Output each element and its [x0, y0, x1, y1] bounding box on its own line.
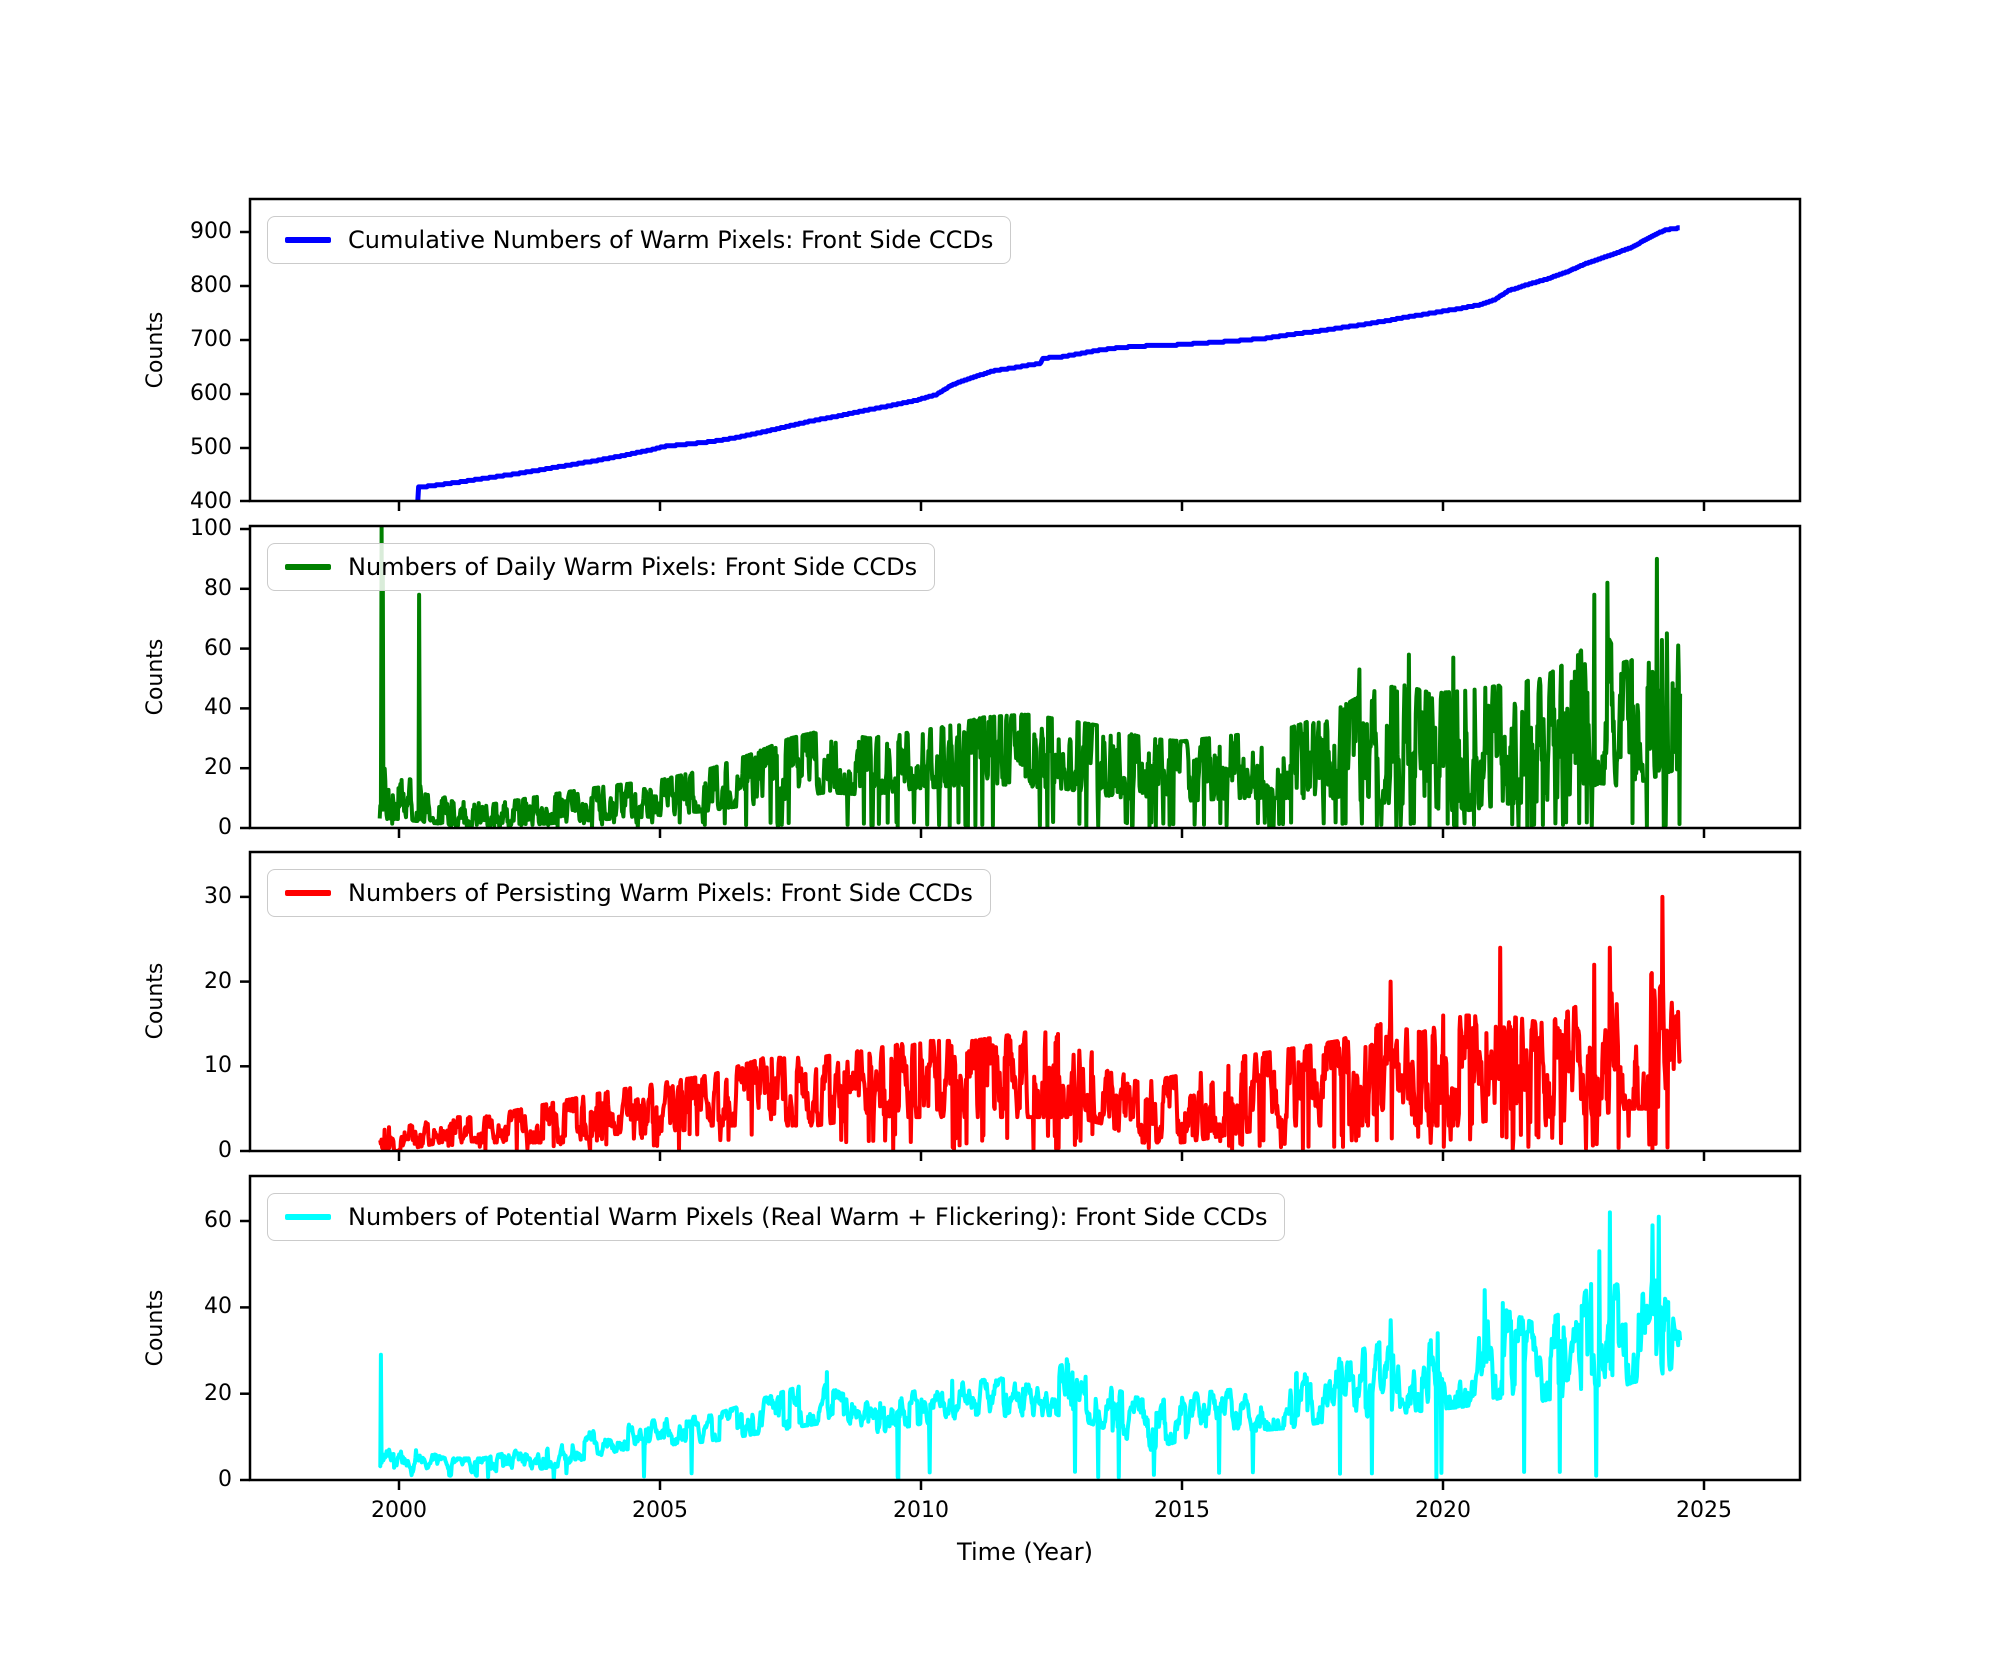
legend-line-blue	[285, 237, 331, 243]
y-tick-label: 400	[190, 489, 232, 514]
legend-line-green	[285, 564, 331, 570]
y-tick-label: 0	[218, 1467, 232, 1492]
ylabel-panel1: Counts	[143, 311, 168, 389]
y-tick-label: 20	[204, 755, 232, 781]
series-line-panel3	[378, 894, 1682, 1151]
y-tick-label: 800	[190, 273, 232, 298]
series-line-panel4	[378, 1210, 1683, 1480]
series-line-panel2	[377, 526, 1683, 828]
ylabel-panel3: Counts	[143, 962, 168, 1040]
legend-label: Numbers of Persisting Warm Pixels: Front…	[348, 879, 973, 907]
x-tick-label: 2005	[632, 1498, 688, 1523]
y-tick-label: 100	[190, 516, 232, 541]
y-tick-label: 30	[204, 883, 232, 909]
legend-label: Cumulative Numbers of Warm Pixels: Front…	[348, 226, 994, 254]
legend-potential-warm-pixels: Numbers of Potential Warm Pixels (Real W…	[267, 1193, 1286, 1241]
y-tick-label: 0	[218, 815, 232, 840]
y-tick-label: 600	[190, 381, 232, 406]
legend-line-cyan	[285, 1214, 331, 1220]
legend-label: Numbers of Potential Warm Pixels (Real W…	[348, 1203, 1268, 1231]
y-tick-label: 10	[204, 1053, 232, 1079]
legend-persisting-warm-pixels: Numbers of Persisting Warm Pixels: Front…	[267, 869, 991, 917]
x-tick-label: 2010	[893, 1498, 949, 1523]
y-tick-label: 0	[218, 1138, 232, 1163]
y-tick-label: 700	[190, 327, 232, 352]
ylabel-panel2: Counts	[143, 638, 168, 716]
y-tick-label: 500	[190, 435, 232, 460]
legend-daily-warm-pixels: Numbers of Daily Warm Pixels: Front Side…	[267, 543, 936, 591]
y-tick-label: 80	[204, 575, 232, 601]
panel1-frame	[248, 197, 1802, 503]
y-tick-label: 40	[204, 695, 232, 721]
x-tick-label: 2025	[1676, 1498, 1732, 1523]
panel3-frame	[248, 850, 1802, 1153]
y-tick-label: 900	[190, 219, 232, 244]
y-tick-label: 20	[204, 1380, 232, 1406]
y-tick-label: 60	[204, 635, 232, 661]
series-line-panel1	[415, 225, 1682, 501]
x-tick-label: 2015	[1154, 1498, 1210, 1523]
x-tick-label: 2020	[1415, 1498, 1471, 1523]
panel4-frame	[248, 1174, 1802, 1482]
legend-label: Numbers of Daily Warm Pixels: Front Side…	[348, 553, 918, 581]
ylabel-panel4: Counts	[143, 1289, 168, 1367]
legend-line-red	[285, 890, 331, 896]
panel2-frame	[248, 524, 1802, 830]
x-tick-label: 2000	[371, 1498, 427, 1523]
y-tick-label: 60	[204, 1208, 232, 1233]
legend-cumulative-warm-pixels: Cumulative Numbers of Warm Pixels: Front…	[267, 216, 1012, 264]
xlabel-time-year: Time (Year)	[957, 1538, 1093, 1566]
y-tick-label: 40	[204, 1294, 232, 1320]
y-tick-label: 20	[204, 968, 232, 994]
